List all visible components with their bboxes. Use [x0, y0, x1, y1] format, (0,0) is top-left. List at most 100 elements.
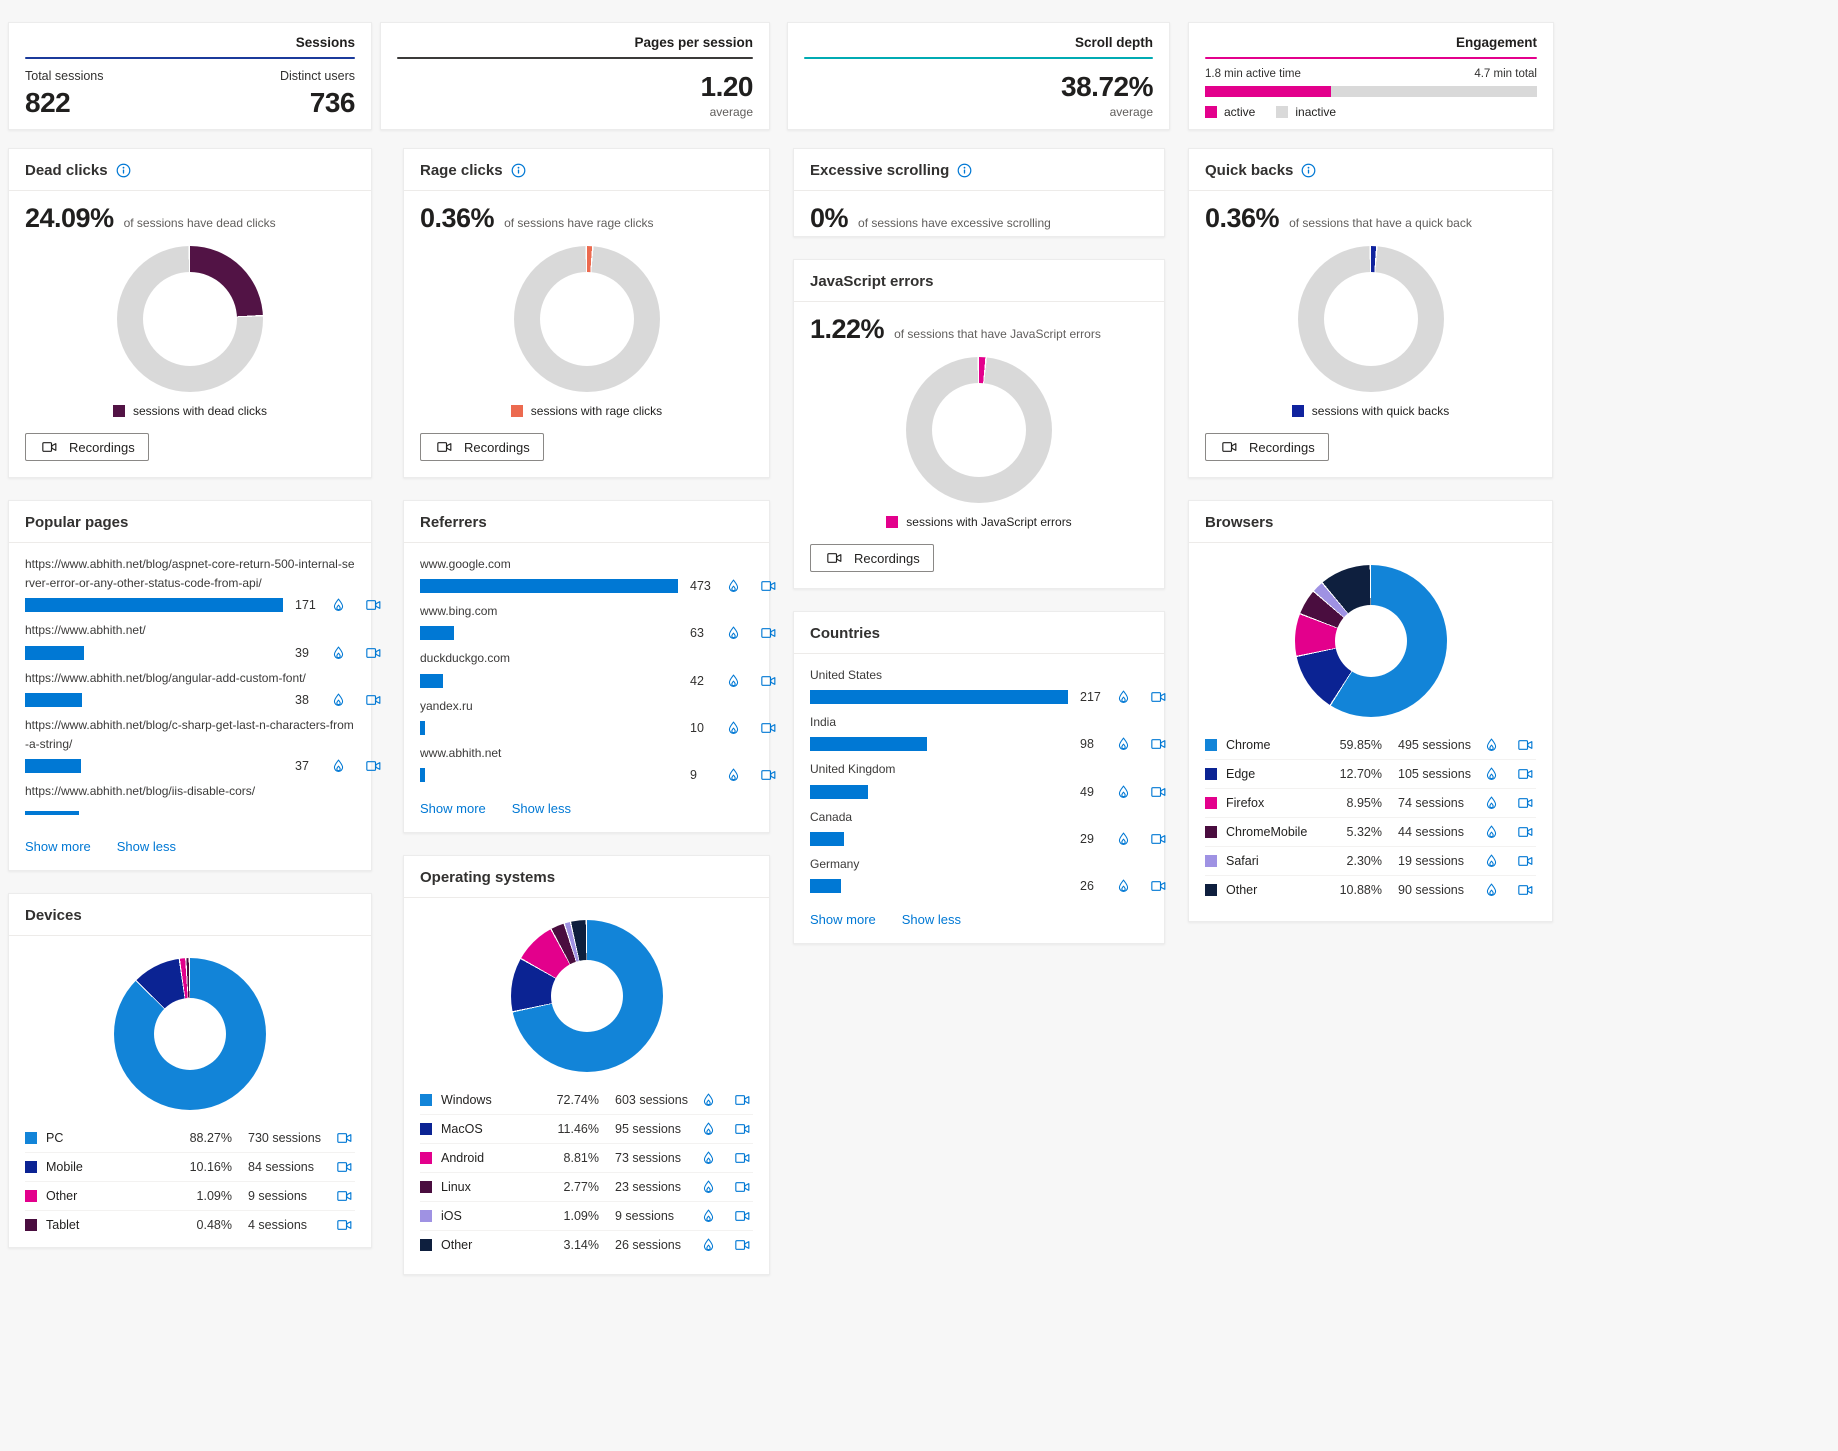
heatmap-icon[interactable] [1116, 783, 1131, 801]
list-item-label: https://www.abhith.net/ [25, 623, 146, 638]
recordings-camera-icon[interactable] [732, 1121, 753, 1137]
heatmap-icon[interactable] [1484, 736, 1499, 754]
recordings-camera-icon[interactable] [363, 645, 384, 661]
recordings-camera-icon[interactable] [1148, 689, 1169, 705]
dead-clicks-title: Dead clicks [25, 162, 108, 179]
recordings-button[interactable]: Recordings [1205, 433, 1329, 461]
heatmap-icon[interactable] [1484, 765, 1499, 783]
heatmap-icon[interactable] [701, 1178, 716, 1196]
heatmap-icon[interactable] [331, 757, 346, 775]
recordings-camera-icon[interactable] [1148, 831, 1169, 847]
recordings-camera-icon[interactable] [334, 1159, 355, 1175]
list-item-label: United Kingdom [810, 762, 896, 777]
recordings-camera-icon[interactable] [363, 692, 384, 708]
value-bar [420, 767, 425, 782]
recordings-camera-icon[interactable] [758, 625, 779, 641]
legend-percent: 1.09% [196, 1189, 232, 1204]
heatmap-icon[interactable] [331, 644, 346, 662]
recordings-camera-icon[interactable] [1515, 766, 1536, 782]
info-icon[interactable] [1301, 163, 1316, 178]
show-more-link[interactable]: Show more [25, 839, 91, 855]
recordings-camera-icon[interactable] [758, 673, 779, 689]
engagement-bar [1205, 86, 1537, 97]
show-less-link[interactable]: Show less [116, 839, 176, 855]
legend-swatch [25, 1219, 37, 1232]
recordings-camera-icon[interactable] [758, 578, 779, 594]
list-item-count: 39 [295, 645, 309, 660]
heatmap-icon[interactable] [331, 596, 346, 614]
excessive-scrolling-card: Excessive scrolling 0% of sessions have … [793, 148, 1165, 237]
recordings-camera-icon[interactable] [1515, 795, 1536, 811]
recordings-camera-icon[interactable] [1148, 784, 1169, 800]
recordings-camera-icon [1222, 442, 1237, 452]
recordings-camera-icon[interactable] [732, 1092, 753, 1108]
heatmap-icon[interactable] [701, 1091, 716, 1109]
legend-swatch [420, 1209, 432, 1222]
recordings-camera-icon[interactable] [758, 767, 779, 783]
pages-accent-bar [397, 57, 753, 59]
recordings-camera-icon[interactable] [1515, 882, 1536, 898]
heatmap-icon[interactable] [701, 1120, 716, 1138]
legend-label: sessions with JavaScript errors [906, 515, 1072, 529]
legend-sessions: 23 sessions [615, 1179, 682, 1194]
show-more-link[interactable]: Show more [810, 911, 876, 927]
recordings-camera-icon[interactable] [732, 1179, 753, 1195]
heatmap-icon[interactable] [726, 624, 741, 642]
legend-sessions: 90 sessions [1398, 883, 1465, 897]
heatmap-icon[interactable] [1116, 735, 1131, 753]
recordings-camera-icon[interactable] [363, 597, 384, 613]
recordings-camera-icon[interactable] [732, 1150, 753, 1166]
recordings-camera-icon[interactable] [363, 758, 384, 774]
recordings-camera-icon[interactable] [732, 1237, 753, 1253]
heatmap-icon[interactable] [726, 672, 741, 690]
show-more-link[interactable]: Show more [420, 800, 486, 816]
legend-swatch [886, 516, 899, 528]
inactive-legend-label: inactive [1295, 105, 1337, 119]
recordings-camera-icon[interactable] [758, 720, 779, 736]
heatmap-icon[interactable] [726, 766, 741, 784]
heatmap-icon[interactable] [1484, 794, 1499, 812]
recordings-button[interactable]: Recordings [810, 544, 934, 572]
heatmap-icon[interactable] [1484, 823, 1499, 841]
recordings-camera-icon[interactable] [1515, 737, 1536, 753]
heatmap-icon[interactable] [331, 691, 346, 709]
heatmap-icon[interactable] [726, 577, 741, 595]
heatmap-icon[interactable] [701, 1207, 716, 1225]
distinct-users-value: 736 [309, 87, 356, 118]
list-item: India 98 [810, 713, 1166, 753]
recordings-camera-icon[interactable] [1148, 878, 1169, 894]
value-bar [25, 598, 283, 613]
recordings-camera-icon[interactable] [732, 1208, 753, 1224]
show-less-link[interactable]: Show less [511, 800, 571, 816]
heatmap-icon[interactable] [1116, 688, 1131, 706]
recordings-camera-icon[interactable] [334, 1130, 355, 1146]
heatmap-icon[interactable] [1484, 852, 1499, 870]
recordings-camera-icon[interactable] [334, 1217, 355, 1233]
javascript-errors-title: JavaScript errors [810, 273, 934, 290]
scroll-depth-title: Scroll depth [1074, 35, 1153, 50]
legend-swatch [25, 1161, 37, 1174]
list-item-count: 26 [1080, 878, 1094, 893]
browsers-title: Browsers [1205, 514, 1274, 531]
heatmap-icon[interactable] [1116, 830, 1131, 848]
heatmap-icon[interactable] [701, 1149, 716, 1167]
info-icon[interactable] [511, 163, 526, 178]
heatmap-icon[interactable] [726, 719, 741, 737]
list-item-label: https://www.abhith.net/blog/angular-add-… [25, 670, 306, 685]
info-icon[interactable] [116, 163, 131, 178]
recordings-camera-icon[interactable] [1515, 853, 1536, 869]
recordings-camera-icon[interactable] [1148, 736, 1169, 752]
recordings-button[interactable]: Recordings [25, 433, 149, 461]
rage-clicks-donut [513, 246, 660, 392]
show-less-link[interactable]: Show less [901, 911, 961, 927]
heatmap-icon[interactable] [1484, 881, 1499, 899]
dashboard-columns: Dead clicks 24.09% of sessions have dead… [0, 148, 1838, 1297]
heatmap-icon[interactable] [701, 1236, 716, 1254]
recordings-camera-icon[interactable] [1515, 824, 1536, 840]
recordings-button[interactable]: Recordings [420, 433, 544, 461]
heatmap-icon[interactable] [1116, 877, 1131, 895]
info-icon[interactable] [957, 163, 972, 178]
legend-sessions: 95 sessions [615, 1121, 682, 1136]
recordings-camera-icon[interactable] [334, 1188, 355, 1204]
